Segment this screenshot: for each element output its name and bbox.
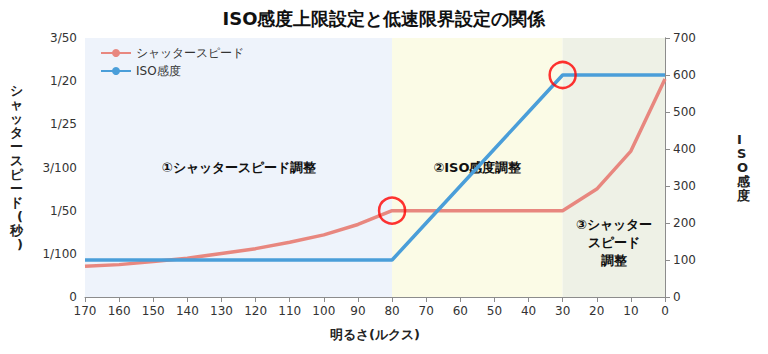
svg-text:(: (: [17, 209, 23, 224]
svg-text:170: 170: [74, 304, 97, 318]
svg-text:感: 感: [736, 174, 751, 189]
svg-text:600: 600: [673, 68, 696, 82]
svg-text:110: 110: [278, 304, 301, 318]
svg-text:10: 10: [623, 304, 638, 318]
svg-text:ャ: ャ: [10, 97, 23, 112]
svg-text:シャッタースピード: シャッタースピード: [136, 46, 244, 60]
svg-text:S: S: [737, 146, 746, 161]
svg-text:度: 度: [736, 188, 750, 203]
svg-text:秒: 秒: [9, 223, 24, 238]
svg-text:130: 130: [210, 304, 233, 318]
svg-text:160: 160: [108, 304, 131, 318]
svg-text:60: 60: [453, 304, 468, 318]
svg-text:タ: タ: [10, 125, 23, 140]
svg-text:ISO感度上限設定と低速限界設定の関係: ISO感度上限設定と低速限界設定の関係: [223, 8, 547, 29]
svg-text:300: 300: [673, 179, 696, 193]
svg-text:②ISO感度調整: ②ISO感度調整: [433, 160, 522, 175]
svg-text:150: 150: [142, 304, 165, 318]
svg-text:0: 0: [69, 290, 77, 304]
svg-text:100: 100: [312, 304, 335, 318]
svg-text:): ): [17, 237, 23, 252]
svg-text:シ: シ: [10, 83, 23, 98]
svg-text:調整: 調整: [601, 253, 628, 268]
svg-text:0: 0: [673, 290, 681, 304]
svg-text:スピード: スピード: [588, 235, 640, 250]
svg-text:500: 500: [673, 105, 696, 119]
svg-text:1/25: 1/25: [50, 117, 77, 131]
svg-text:ー: ー: [10, 181, 23, 196]
svg-text:1/50: 1/50: [50, 204, 77, 218]
svg-text:O: O: [737, 160, 748, 175]
svg-text:400: 400: [673, 142, 696, 156]
svg-text:ス: ス: [10, 153, 23, 168]
svg-text:I: I: [737, 132, 742, 147]
svg-text:140: 140: [176, 304, 199, 318]
svg-text:80: 80: [384, 304, 399, 318]
svg-text:90: 90: [350, 304, 365, 318]
svg-text:120: 120: [244, 304, 267, 318]
svg-text:3/100: 3/100: [42, 161, 77, 175]
svg-text:1/100: 1/100: [42, 247, 77, 261]
svg-text:20: 20: [589, 304, 604, 318]
svg-text:ー: ー: [10, 139, 23, 154]
svg-text:3/50: 3/50: [50, 31, 77, 45]
svg-text:200: 200: [673, 216, 696, 230]
svg-text:ッ: ッ: [10, 111, 23, 126]
svg-text:ISO感度: ISO感度: [136, 64, 181, 78]
svg-text:50: 50: [487, 304, 502, 318]
svg-text:0: 0: [661, 304, 669, 318]
svg-text:40: 40: [521, 304, 536, 318]
svg-text:1/20: 1/20: [50, 74, 77, 88]
svg-text:ピ: ピ: [10, 167, 24, 182]
svg-text:70: 70: [419, 304, 434, 318]
svg-text:700: 700: [673, 31, 696, 45]
svg-text:③シャッター: ③シャッター: [576, 217, 652, 232]
svg-text:ド: ド: [10, 195, 23, 210]
svg-text:30: 30: [555, 304, 570, 318]
svg-text:明るさ(ルクス): 明るさ(ルクス): [330, 327, 420, 342]
svg-text:①シャッタースピード調整: ①シャッタースピード調整: [162, 160, 317, 175]
svg-text:100: 100: [673, 253, 696, 267]
